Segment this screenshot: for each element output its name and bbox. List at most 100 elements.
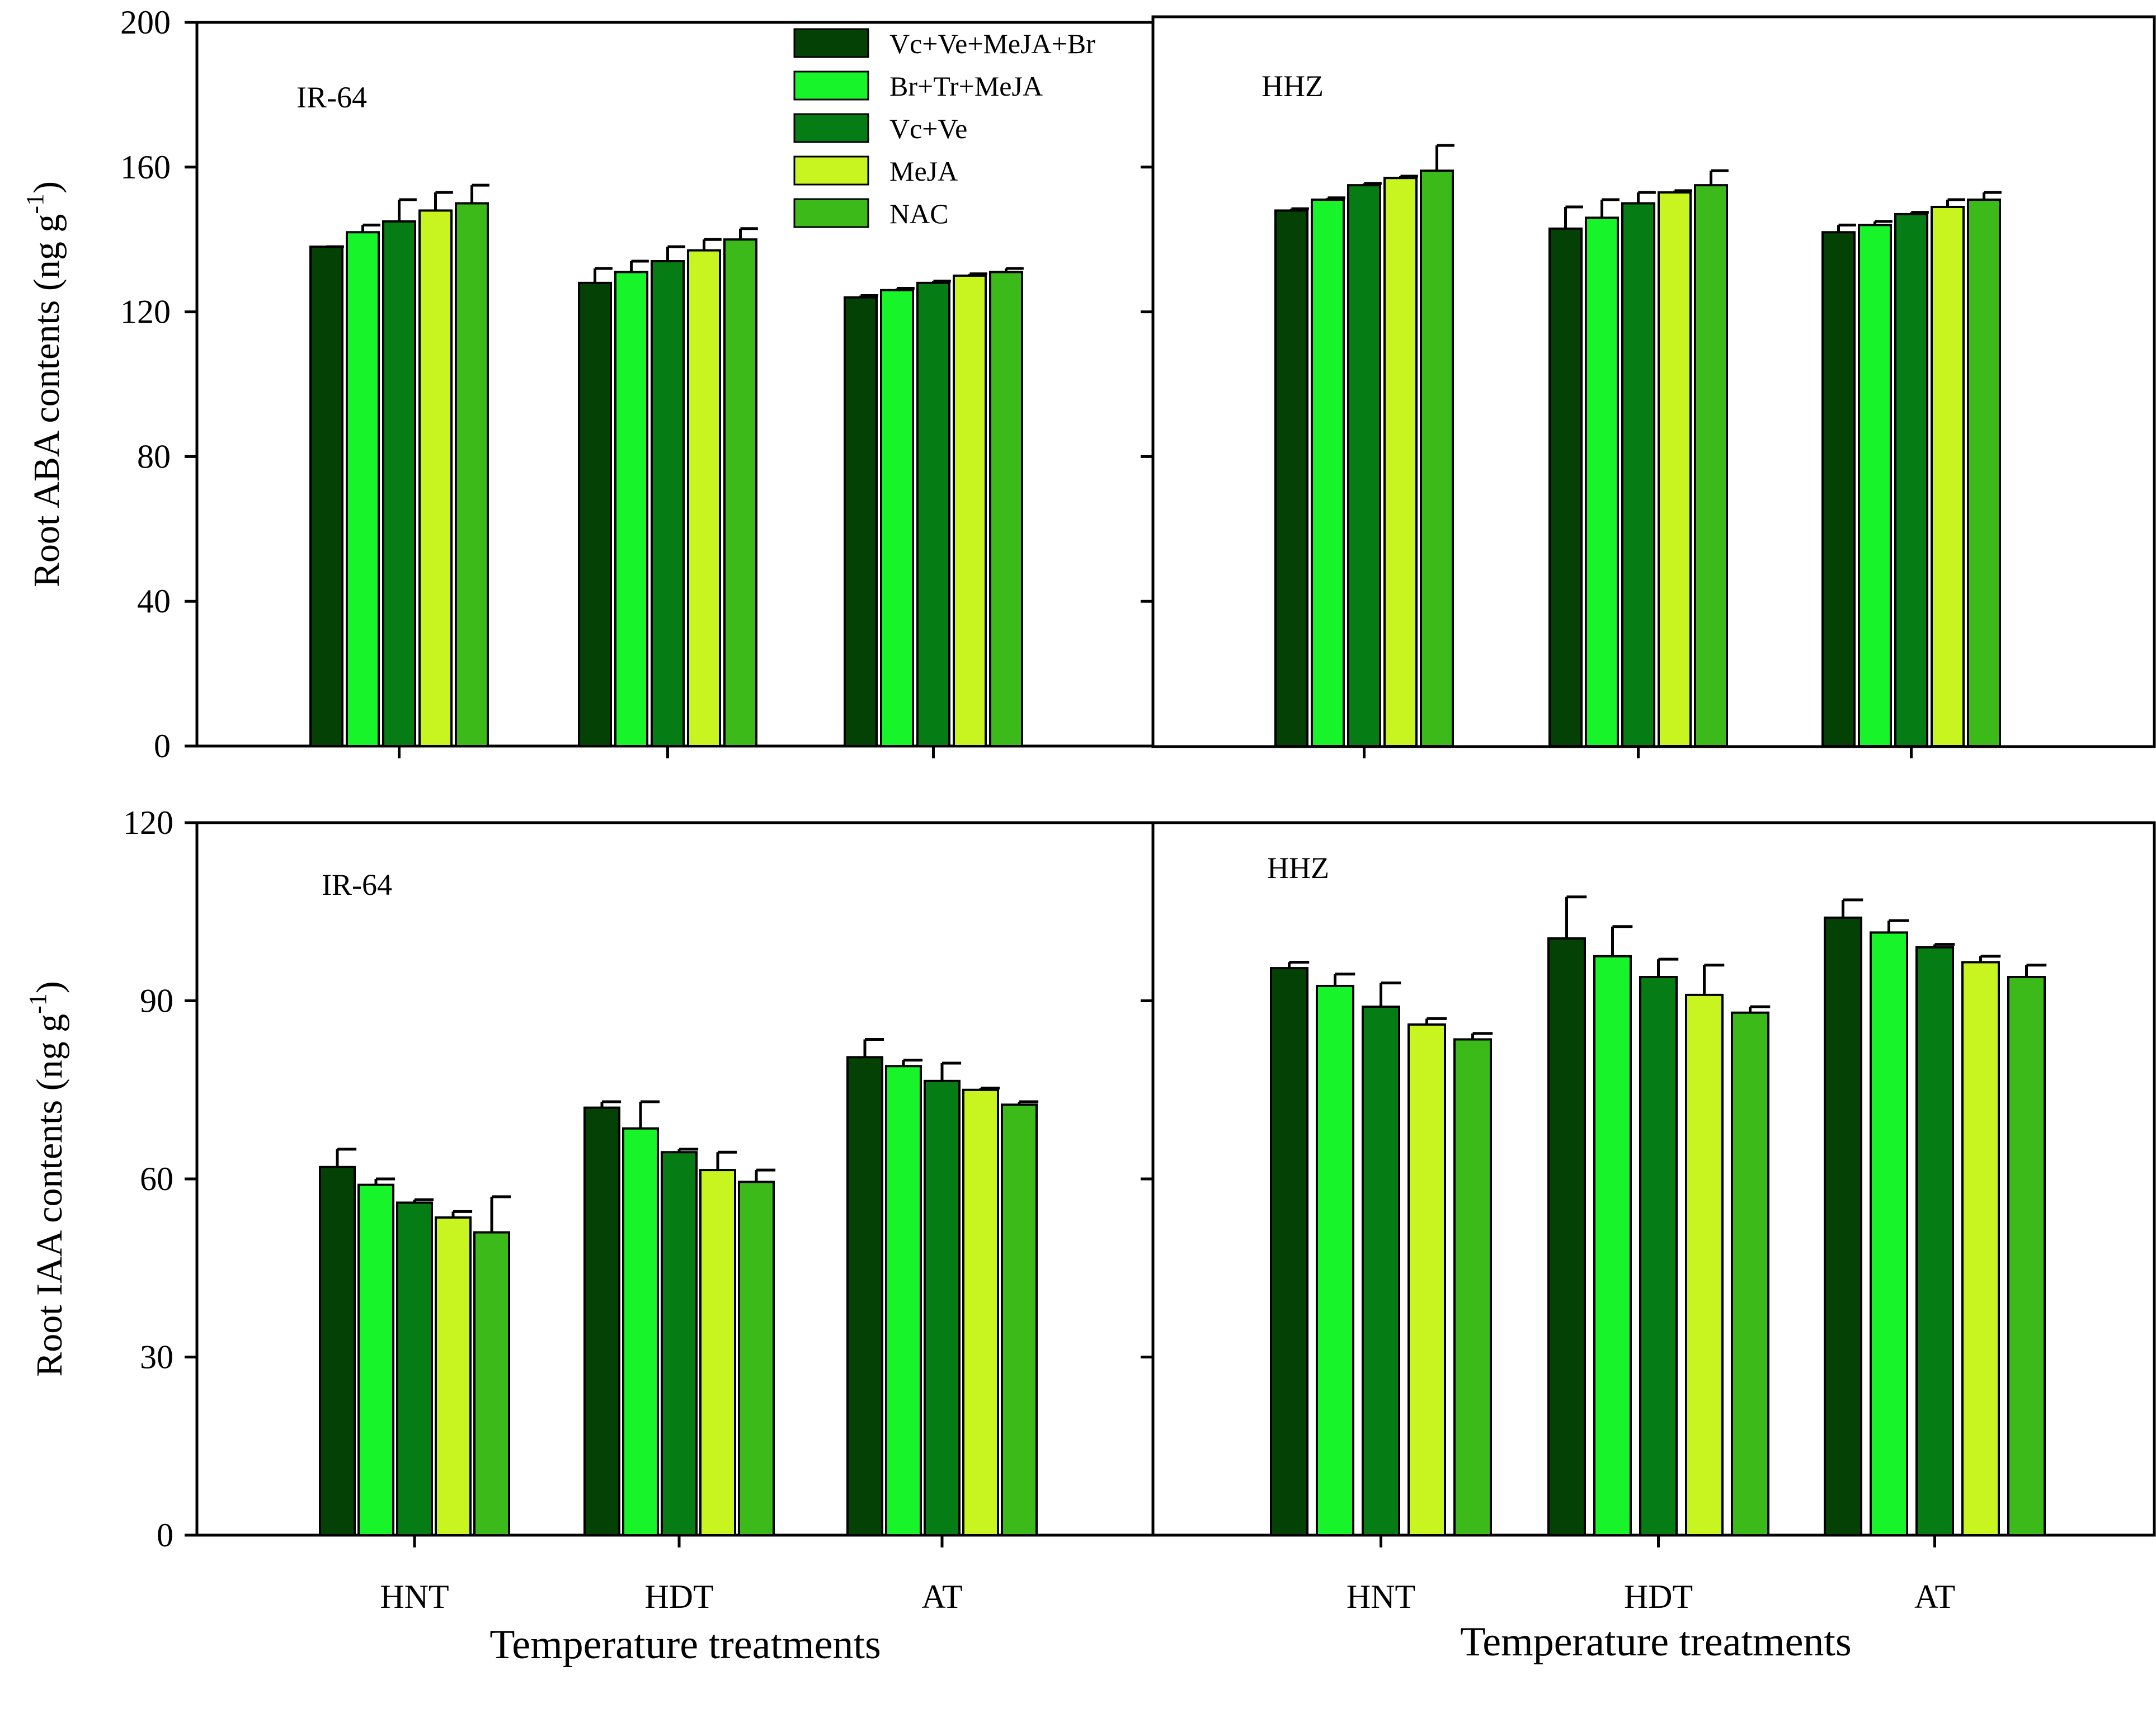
aba-ir64-bar [916, 281, 950, 747]
iaa-hhz-xtick-label: HDT [1624, 1578, 1693, 1615]
iaa-ir64-bar [661, 1151, 698, 1537]
iaa-ir64-ytick-label: 30 [140, 1339, 173, 1376]
legend-label-3: MeJA [889, 155, 958, 187]
aba-ir64-bar [844, 296, 878, 747]
legend-label-2: Vc+Ve [889, 113, 967, 144]
aba-ir64-ytick-label: 80 [137, 438, 171, 475]
aba-ir64-bar [723, 238, 757, 747]
aba-ir64-bar [989, 271, 1023, 747]
aba-hhz-bar [1311, 199, 1345, 747]
x-axis-title-left: Temperature treatments [489, 1622, 881, 1668]
aba-ir64-bar [455, 202, 489, 747]
iaa-hhz-panel-label: HHZ [1267, 851, 1329, 885]
iaa-ir64-panel-label: IR-64 [322, 868, 392, 902]
iaa-ir64-xtick-label: HDT [644, 1578, 713, 1615]
iaa-hhz-bar [1731, 1011, 1769, 1536]
iaa-ir64-bar [699, 1169, 736, 1536]
iaa-hhz-bar [1639, 976, 1678, 1536]
iaa-y-axis-title-close: ) [29, 981, 70, 993]
iaa-y-axis-title-sup: -1 [24, 993, 51, 1014]
iaa-hhz-bar [1593, 955, 1632, 1536]
iaa-ir64-bar [962, 1088, 999, 1536]
iaa-hhz-bar [1362, 1006, 1400, 1537]
aba-y-axis-title-sup: -1 [21, 194, 49, 214]
aba-hhz-bar [1383, 177, 1418, 747]
iaa-ir64-bar [846, 1056, 883, 1536]
aba-ir64-ytick-label: 120 [120, 294, 171, 331]
iaa-ir64-ytick-label: 120 [123, 804, 173, 841]
iaa-y-axis-title: Root IAA contents (ng g-1) [24, 981, 70, 1377]
iaa-ir64-bar [1001, 1103, 1038, 1536]
iaa-hhz-bar [1316, 984, 1354, 1537]
legend-label-0: Vc+Ve+MeJA+Br [889, 28, 1095, 59]
iaa-ir64-ytick-label: 90 [140, 983, 173, 1020]
aba-hhz-bar [1931, 205, 1965, 748]
aba-hhz-panel-label: HHZ [1261, 69, 1324, 103]
aba-hhz-bar [1585, 216, 1619, 747]
aba-ir64-bar [651, 260, 685, 747]
legend-label-4: NAC [889, 198, 949, 229]
iaa-hhz-bar [1961, 961, 2000, 1536]
aba-ir64-bar [578, 281, 612, 747]
chart-marks: 0 40 80 120 160 200 0 30 60 90 120 HNT HDT AT HNT HDT AT [120, 4, 2047, 1615]
iaa-hhz-bar [1270, 967, 1308, 1536]
aba-ir64-bar [880, 289, 914, 747]
iaa-hhz-bar [1824, 916, 1862, 1536]
iaa-ir64-bar [622, 1127, 659, 1536]
aba-ir64-bar [382, 220, 416, 748]
aba-hhz-bar [1694, 184, 1728, 747]
legend-label-1: Br+Tr+MeJA [889, 70, 1043, 102]
aba-hhz-bar [1858, 224, 1892, 747]
x-axis-title-right: Temperature treatments [1460, 1619, 1852, 1665]
iaa-ir64-bar [473, 1231, 510, 1537]
iaa-y-axis-title-text: Root IAA contents (ng g [29, 1014, 70, 1377]
legend-swatch-3 [793, 155, 869, 186]
aba-ir64-panel-label: IR-64 [296, 81, 367, 114]
iaa-hhz-xtick-label: AT [1914, 1578, 1955, 1615]
legend-swatch-0 [793, 28, 869, 58]
iaa-hhz-bar [1407, 1023, 1446, 1536]
iaa-hhz-bar [1915, 946, 1954, 1536]
aba-ir64-bar [614, 271, 648, 747]
legend-swatch-4 [793, 198, 869, 228]
iaa-ir64-bar [396, 1201, 433, 1536]
legend: Vc+Ve+MeJA+Br Br+Tr+MeJA Vc+Ve MeJA NAC [793, 28, 1095, 229]
iaa-hhz-xtick-label: HNT [1347, 1578, 1415, 1615]
aba-hhz-bar [1821, 231, 1856, 747]
legend-swatch-2 [793, 113, 869, 143]
iaa-ir64-bar [357, 1183, 394, 1537]
iaa-ir64-ytick-label: 60 [140, 1160, 173, 1197]
iaa-hhz-bar [1870, 931, 1908, 1536]
aba-ir64-ytick-label: 0 [154, 728, 171, 765]
iaa-ir64-bar [319, 1165, 356, 1536]
aba-hhz-bar [1347, 184, 1381, 747]
iaa-ir64-bar [885, 1065, 922, 1536]
aba-ir64-bar [309, 246, 343, 747]
iaa-ir64-bar [924, 1079, 961, 1536]
aba-hhz-bar [1967, 199, 2001, 747]
aba-y-axis-title: Root ABA contents (ng g-1) [21, 181, 67, 587]
iaa-hhz-bar [1547, 937, 1586, 1536]
aba-ir64-bar [953, 274, 987, 747]
iaa-ir64-bar [435, 1216, 472, 1536]
iaa-ir64-xtick-label: HNT [380, 1578, 449, 1615]
iaa-ir64-bar [738, 1181, 775, 1536]
aba-ir64-bar [346, 231, 380, 747]
aba-hhz-bar [1621, 202, 1655, 747]
aba-ir64-bar [418, 209, 453, 747]
aba-y-axis-title-close: ) [26, 181, 67, 194]
aba-ir64-ytick-label: 200 [120, 4, 171, 41]
iaa-hhz-bar [1685, 993, 1724, 1536]
aba-hhz-bar [1420, 169, 1454, 747]
iaa-hhz-bar [1453, 1038, 1492, 1536]
iaa-ir64-xtick-label: AT [921, 1578, 962, 1615]
iaa-ir64-bar [583, 1106, 620, 1536]
aba-ir64-ytick-label: 40 [137, 583, 171, 620]
aba-y-axis-title-text: Root ABA contents (ng g [26, 214, 67, 587]
aba-hhz-bar [1658, 191, 1692, 747]
aba-hhz-bar [1894, 213, 1928, 748]
aba-ir64-ytick-label: 160 [120, 149, 171, 186]
iaa-hhz-bar [2007, 976, 2046, 1536]
legend-swatch-1 [793, 70, 869, 101]
